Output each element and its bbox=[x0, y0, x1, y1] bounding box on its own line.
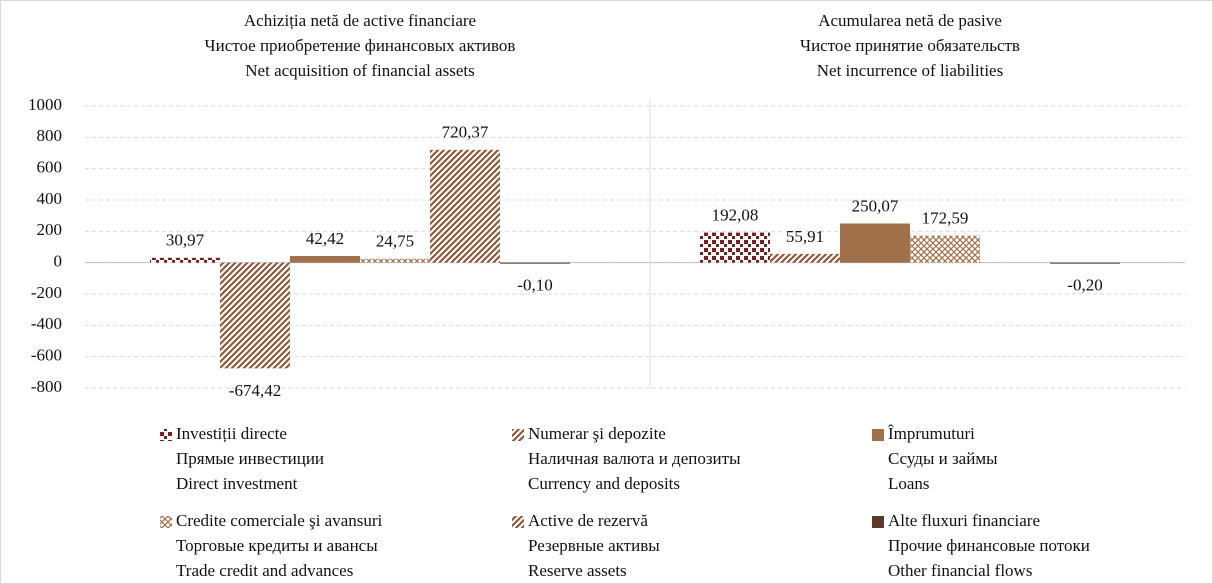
legend-label: Currency and deposits bbox=[528, 474, 680, 493]
bar bbox=[290, 256, 360, 263]
group-title: Net acquisition of financial assets bbox=[245, 61, 474, 80]
data-label: 720,37 bbox=[442, 123, 489, 142]
data-label: 24,75 bbox=[376, 232, 414, 251]
group-title: Achiziția netă de active financiare bbox=[244, 11, 476, 30]
group-title: Acumularea netă de pasive bbox=[818, 11, 1002, 30]
y-tick-label: 200 bbox=[37, 220, 63, 239]
legend-label: Direct investment bbox=[176, 474, 298, 493]
group-title: Чистое принятие обязательств bbox=[800, 36, 1020, 55]
legend-label: Loans bbox=[888, 474, 930, 493]
legend-label: Credite comerciale şi avansuri bbox=[176, 511, 383, 530]
legend-label: Investiții directe bbox=[176, 424, 287, 443]
legend-label: Other financial flows bbox=[888, 561, 1032, 580]
group-title: Чистое приобретение финансовых активов bbox=[205, 36, 516, 55]
y-tick-label: 600 bbox=[37, 158, 63, 177]
bar bbox=[840, 223, 910, 263]
y-tick-label: 1000 bbox=[28, 95, 62, 114]
legend-swatch bbox=[160, 516, 172, 528]
legend-swatch bbox=[512, 516, 524, 528]
data-label: 172,59 bbox=[922, 209, 969, 228]
group-title: Net incurrence of liabilities bbox=[817, 61, 1003, 80]
y-tick-label: 0 bbox=[54, 252, 63, 271]
legend-label: Торговые кредиты и авансы bbox=[176, 536, 378, 555]
bar bbox=[150, 257, 220, 263]
y-tick-label: -400 bbox=[31, 314, 62, 333]
legend-label: Reserve assets bbox=[528, 561, 627, 580]
data-label: 42,42 bbox=[306, 229, 344, 248]
legend-label: Active de rezervă bbox=[528, 511, 648, 530]
y-tick-label: 400 bbox=[37, 189, 63, 208]
data-label: 192,08 bbox=[712, 205, 759, 224]
legend-swatch bbox=[160, 429, 172, 441]
data-label: 30,97 bbox=[166, 231, 205, 250]
legend-swatch bbox=[872, 516, 884, 528]
data-label: -0,20 bbox=[1067, 276, 1102, 295]
bar bbox=[430, 149, 500, 263]
bar bbox=[910, 235, 980, 263]
y-tick-label: 800 bbox=[37, 126, 63, 145]
data-label: 250,07 bbox=[852, 196, 899, 215]
legend-label: Trade credit and advances bbox=[176, 561, 353, 580]
legend-label: Резервные активы bbox=[528, 536, 660, 555]
data-label: 55,91 bbox=[786, 227, 824, 246]
legend-label: Ссуды и займы bbox=[888, 449, 998, 468]
y-tick-label: -800 bbox=[31, 377, 62, 396]
legend-label: Numerar şi depozite bbox=[528, 424, 666, 443]
bar bbox=[500, 262, 570, 264]
legend-swatch bbox=[512, 429, 524, 441]
y-tick-label: -200 bbox=[31, 283, 62, 302]
bar bbox=[700, 232, 770, 263]
bar bbox=[1050, 262, 1120, 264]
bar bbox=[770, 253, 840, 263]
legend-label: Наличная валюта и депозиты bbox=[528, 449, 741, 468]
data-label: -0,10 bbox=[517, 276, 552, 295]
legend-label: Прямые инвестиции bbox=[176, 449, 324, 468]
legend-label: Împrumuturi bbox=[888, 424, 975, 443]
y-tick-label: -600 bbox=[31, 346, 62, 365]
bar bbox=[220, 262, 290, 369]
data-label: -674,42 bbox=[229, 381, 281, 400]
bar bbox=[360, 258, 430, 263]
legend-swatch bbox=[872, 429, 884, 441]
legend-label: Прочие финансовые потоки bbox=[888, 536, 1090, 555]
legend-label: Alte fluxuri financiare bbox=[888, 511, 1040, 530]
